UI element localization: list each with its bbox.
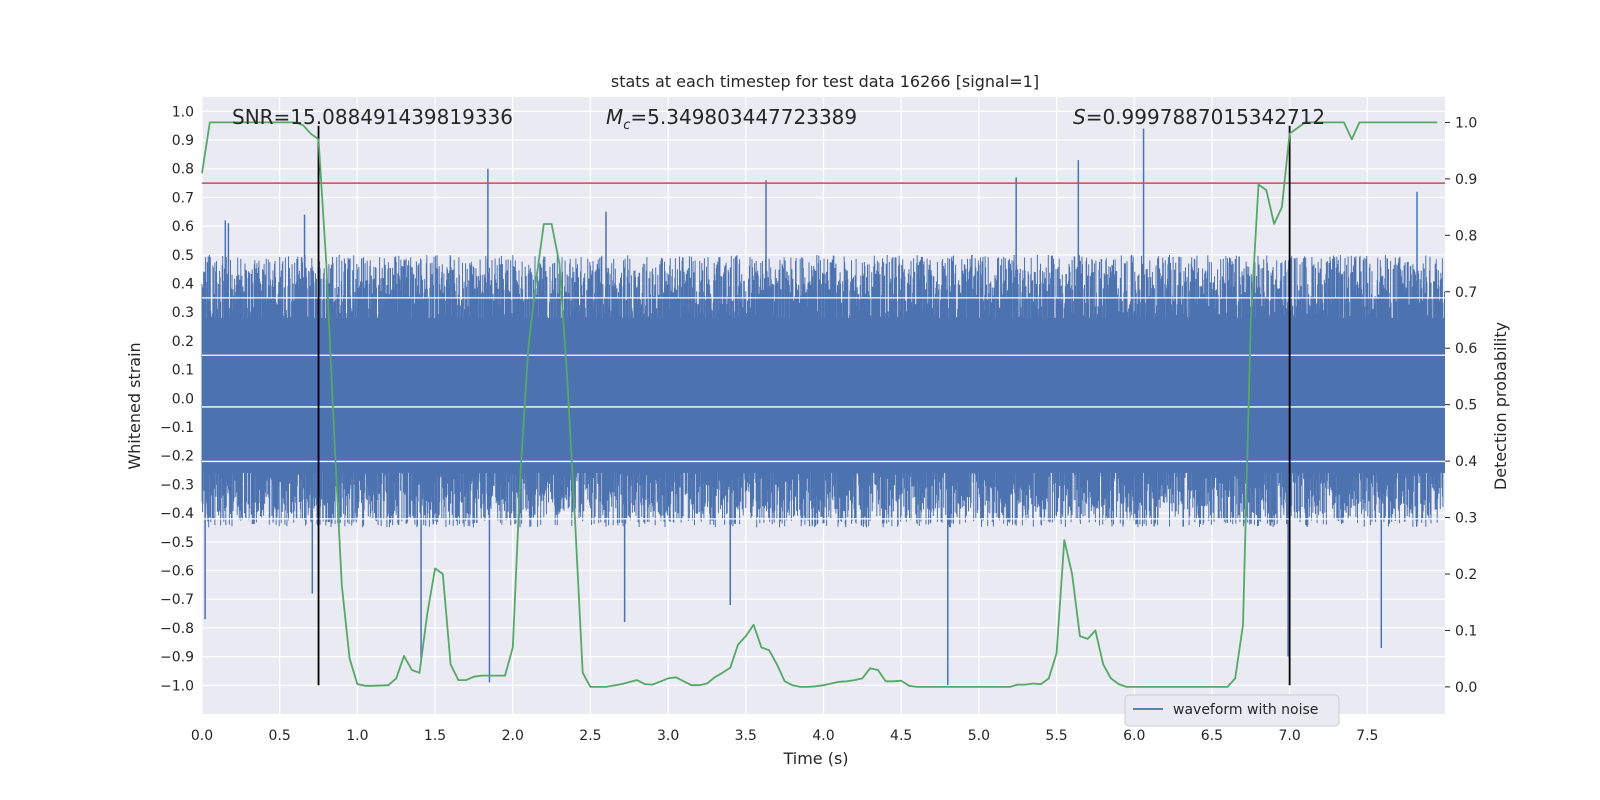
waveform-core-band	[202, 317, 1445, 473]
score-symbol: S	[1073, 105, 1086, 129]
y-right-tick-label: 0.1	[1455, 623, 1477, 639]
chirp-mass-symbol: M	[606, 105, 623, 129]
x-tick-label: 3.5	[735, 728, 757, 744]
detection-probability-line	[201, 121, 1438, 688]
x-tick-label: 1.5	[424, 728, 446, 744]
y-left-tick-label: −0.7	[160, 592, 194, 608]
x-axis-label: Time (s)	[782, 749, 848, 768]
y-right-tick-label: 0.2	[1455, 567, 1477, 583]
y-left-tick-label: −0.2	[160, 449, 194, 465]
y-right-tick-label: 0.4	[1455, 454, 1477, 470]
y-right-tick-label: 0.9	[1455, 172, 1477, 188]
x-tick-label: 0.5	[269, 728, 291, 744]
x-tick-label: 5.5	[1045, 728, 1067, 744]
x-tick-label: 2.0	[502, 728, 524, 744]
overlays	[201, 121, 1445, 688]
y-left-tick-label: −0.3	[160, 477, 194, 493]
x-tick-label: 6.0	[1123, 728, 1145, 744]
y-left-tick-label: 0.6	[172, 219, 194, 235]
y-left-tick-label: 0.0	[172, 391, 194, 407]
snr-annotation: SNR=15.088491439819336	[232, 105, 513, 129]
y-axis-left-label: Whitened strain	[125, 342, 144, 469]
y-left-tick-label: −0.4	[160, 506, 194, 522]
y-right-tick-label: 0.0	[1455, 680, 1477, 696]
tick-labels: 0.0 0.5 1.0 1.5 2.0 2.5 3.0 3.5 4.0 4.5 5.0 5.5 6.0 6…	[160, 104, 1477, 744]
y-left-tick-label: 0.7	[172, 190, 194, 206]
x-tick-label: 5.0	[968, 728, 990, 744]
waveform-series	[201, 128, 1445, 686]
y-right-tick-label: 0.8	[1455, 228, 1477, 244]
y-left-tick-label: 1.0	[172, 104, 194, 120]
y-left-tick-label: −1.0	[160, 678, 194, 694]
y-left-tick-label: 0.5	[172, 248, 194, 264]
y-right-tick-label: 0.5	[1455, 398, 1477, 414]
x-tick-label: 7.0	[1278, 728, 1300, 744]
y-left-tick-label: 0.9	[172, 133, 194, 149]
y-right-tick-label: 0.3	[1455, 511, 1477, 527]
x-tick-label: 3.0	[657, 728, 679, 744]
y-left-tick-label: −0.9	[160, 650, 194, 666]
chirp-mass-annotation: Mc=5.349803447723389	[606, 105, 857, 133]
y-axis-right-label: Detection probability	[1491, 322, 1510, 490]
x-tick-label: 7.5	[1356, 728, 1378, 744]
y-right-tick-label: 1.0	[1455, 115, 1477, 131]
y-right-tick-label: 0.6	[1455, 341, 1477, 357]
x-tick-label: 4.0	[812, 728, 834, 744]
y-left-tick-label: −0.6	[160, 564, 194, 580]
legend: waveform with noise	[1124, 694, 1340, 727]
y-left-tick-label: 0.1	[172, 363, 194, 379]
chirp-mass-subscript: c	[623, 118, 630, 133]
y-left-tick-label: −0.8	[160, 621, 194, 637]
score-annotation: S=0.9997887015342712	[1073, 105, 1325, 129]
x-tick-label: 0.0	[191, 728, 213, 744]
y-left-tick-label: −0.5	[160, 535, 194, 551]
y-left-tick-label: 0.3	[172, 305, 194, 321]
score-value: =0.9997887015342712	[1086, 105, 1325, 129]
y-left-tick-label: 0.4	[172, 277, 194, 293]
legend-entry-waveform: waveform with noise	[1173, 702, 1318, 718]
y-left-tick-label: 0.2	[172, 334, 194, 350]
y-right-tick-label: 0.7	[1455, 285, 1477, 301]
chirp-mass-value: =5.349803447723389	[630, 105, 857, 129]
legend-box	[1124, 694, 1340, 727]
x-tick-label: 4.5	[890, 728, 912, 744]
y-left-tick-label: −0.1	[160, 420, 194, 436]
chart-title: stats at each timestep for test data 162…	[611, 72, 1039, 91]
x-tick-label: 6.5	[1201, 728, 1223, 744]
y-left-tick-label: 0.8	[172, 162, 194, 178]
x-tick-label: 2.5	[579, 728, 601, 744]
x-tick-label: 1.0	[346, 728, 368, 744]
